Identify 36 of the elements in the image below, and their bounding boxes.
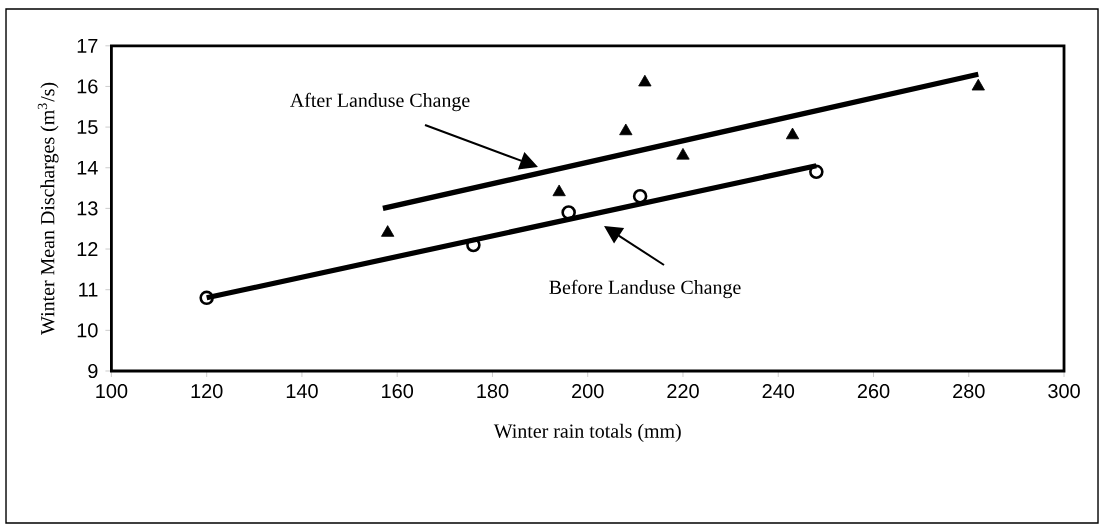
point — [381, 225, 395, 237]
y-axis-title: Winter Mean Discharges (m$^{3}$/s) — [37, 82, 59, 335]
y-tick-label: 12 — [77, 242, 98, 256]
y-tick-label: 9 — [88, 363, 98, 379]
x-tick-label: 140 — [286, 384, 318, 399]
y-tick-label: 17 — [77, 38, 98, 53]
annotation: Before Landuse Change — [549, 279, 741, 299]
point — [552, 184, 566, 197]
y-tick-label: 16 — [77, 79, 98, 94]
x-tick-label: 100 — [96, 384, 128, 399]
y-tick-label: 15 — [77, 120, 98, 135]
y-tick-label: 13 — [77, 201, 98, 216]
point — [638, 74, 652, 87]
x-tick-label: 120 — [191, 384, 223, 399]
x-tick-label: 240 — [762, 384, 795, 399]
point — [466, 237, 481, 253]
x-axis-title: Winter rain totals (mm) — [493, 423, 681, 442]
x-tick-label: 300 — [1048, 384, 1080, 399]
y-tick-label: 14 — [77, 160, 98, 175]
point — [676, 147, 690, 160]
point — [785, 127, 800, 140]
y-tick-label: 11 — [79, 282, 98, 297]
point — [632, 188, 648, 204]
point — [971, 78, 985, 91]
point — [619, 123, 633, 136]
point — [809, 164, 824, 180]
x-tick-label: 260 — [857, 384, 890, 399]
point — [561, 205, 576, 220]
y-tick-label: 10 — [77, 323, 98, 338]
x-tick-label: 160 — [382, 384, 414, 399]
point — [199, 290, 214, 306]
x-tick-label: 280 — [953, 384, 985, 399]
x-tick-label: 220 — [667, 384, 699, 399]
x-tick-label: 180 — [477, 384, 509, 399]
x-tick-label: 200 — [572, 384, 604, 399]
annotation: After Landuse Change — [290, 92, 470, 112]
